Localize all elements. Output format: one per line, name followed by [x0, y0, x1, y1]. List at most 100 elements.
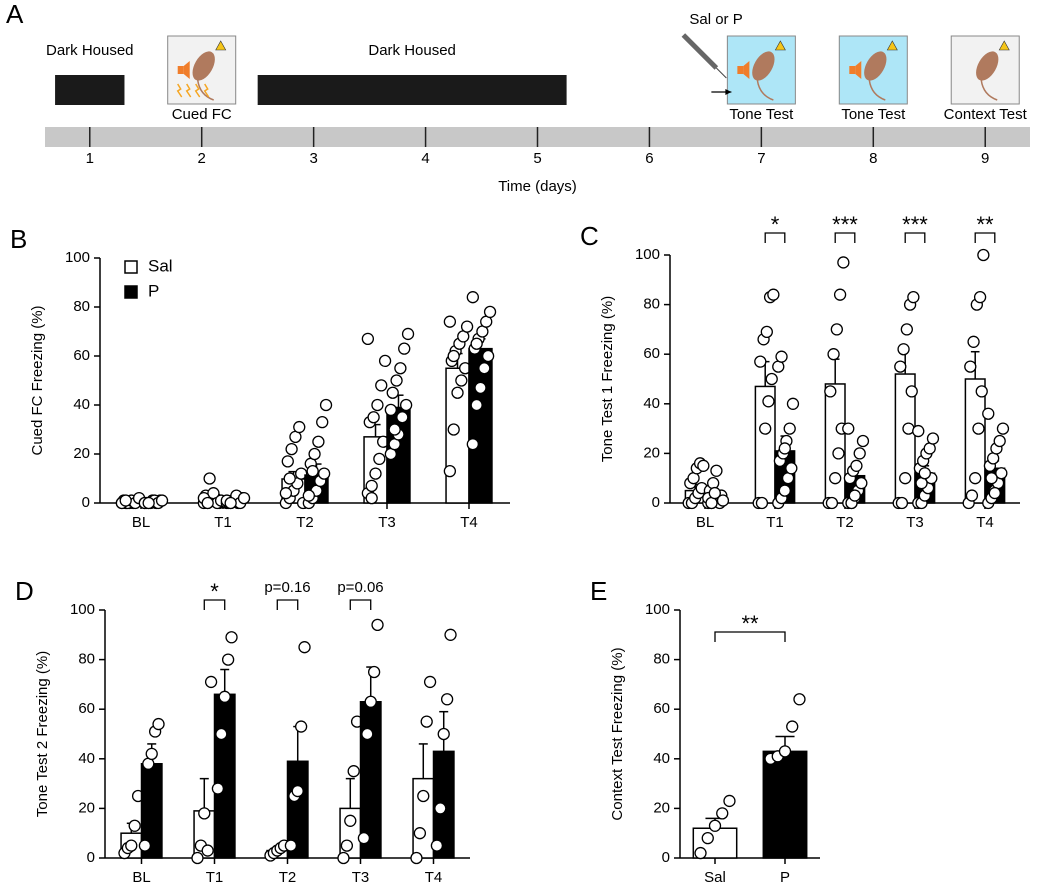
- data-point: [365, 479, 378, 493]
- data-point: [384, 403, 397, 417]
- data-point: [279, 487, 293, 500]
- data-point: [895, 496, 909, 510]
- event-label: Tone Test: [841, 106, 906, 123]
- data-point: [848, 489, 861, 502]
- data-point: [437, 727, 450, 741]
- x-tick-label: T2: [836, 514, 854, 531]
- data-point: [783, 422, 796, 435]
- data-point: [237, 491, 251, 505]
- data-point: [985, 472, 998, 485]
- data-point: [993, 434, 1006, 448]
- y-tick-label: 0: [652, 494, 660, 511]
- y-tick-label: 40: [78, 750, 95, 767]
- data-point: [907, 291, 920, 304]
- data-point: [830, 323, 843, 336]
- data-point: [371, 618, 384, 632]
- panel-letter: A: [6, 0, 24, 29]
- data-point: [723, 794, 736, 808]
- y-tick-label: 60: [653, 700, 670, 717]
- data-point: [295, 467, 308, 480]
- significance-bracket: [203, 599, 226, 610]
- data-point: [155, 494, 169, 507]
- data-point: [708, 486, 721, 500]
- timeline-tick-label: 3: [309, 150, 317, 167]
- bar: [213, 693, 236, 859]
- data-point: [470, 398, 483, 412]
- y-tick-label: 60: [73, 347, 90, 364]
- shock-bolt: [194, 83, 201, 98]
- data-point: [827, 348, 840, 361]
- mouse-tail: [868, 79, 886, 101]
- timeline-tick-label: 8: [869, 150, 877, 167]
- data-point: [694, 846, 707, 860]
- data-point: [926, 432, 940, 445]
- y-tick-label: 80: [73, 298, 90, 315]
- y-tick-label: 100: [645, 601, 670, 618]
- data-point: [894, 360, 907, 373]
- data-point: [483, 305, 497, 319]
- data-point: [824, 385, 837, 398]
- significance-bracket: [834, 232, 856, 243]
- data-point: [918, 467, 931, 480]
- data-point: [759, 422, 772, 435]
- speaker-cone: [855, 61, 862, 79]
- mouse-body: [976, 51, 999, 81]
- data-point: [413, 827, 427, 840]
- data-point: [283, 472, 296, 485]
- legend-swatch: [124, 285, 138, 299]
- data-point: [996, 422, 1010, 435]
- data-point: [119, 494, 132, 507]
- mouse-body: [192, 51, 215, 81]
- data-point: [825, 496, 839, 510]
- x-tick-label: T4: [460, 514, 478, 531]
- data-point: [364, 695, 377, 708]
- data-point: [344, 814, 357, 827]
- significance-bracket: [276, 599, 299, 610]
- data-point: [410, 851, 423, 865]
- timeline-tick-label: 1: [86, 150, 94, 167]
- injection-arrowhead: [725, 89, 732, 95]
- data-point: [786, 397, 800, 410]
- data-point: [443, 315, 457, 328]
- data-point: [899, 472, 912, 485]
- data-point: [373, 452, 386, 466]
- mouse-tail: [756, 79, 774, 101]
- data-point: [302, 489, 315, 502]
- data-point: [417, 789, 430, 803]
- timeline-tick-label: 9: [981, 150, 989, 167]
- data-point: [778, 745, 792, 758]
- panel-letter: D: [15, 576, 34, 606]
- data-point: [716, 494, 730, 507]
- data-point: [767, 288, 780, 301]
- data-point: [423, 675, 437, 689]
- data-point: [367, 411, 380, 424]
- mouse-body: [752, 51, 775, 81]
- x-tick-label: BL: [132, 514, 150, 531]
- data-point: [125, 839, 138, 852]
- data-point: [710, 464, 723, 477]
- significance-bracket: [764, 232, 786, 243]
- data-point: [701, 832, 714, 845]
- data-point: [398, 342, 411, 355]
- y-axis-label: Tone Test 1 Freezing (%): [599, 296, 616, 462]
- y-tick-label: 0: [82, 494, 90, 511]
- data-point: [443, 464, 457, 478]
- data-point: [760, 325, 773, 339]
- data-point: [284, 839, 298, 852]
- data-point: [394, 362, 407, 375]
- data-point: [361, 332, 375, 346]
- y-tick-label: 0: [662, 849, 670, 866]
- data-point: [697, 459, 710, 472]
- data-point: [378, 354, 392, 368]
- significance-label: **: [741, 611, 759, 636]
- bar: [762, 750, 808, 859]
- data-point: [755, 496, 769, 510]
- data-point: [399, 398, 413, 412]
- data-point: [306, 464, 319, 478]
- data-point: [765, 372, 778, 386]
- data-point: [460, 320, 474, 333]
- shock-bolt: [185, 83, 192, 98]
- data-point: [388, 423, 401, 436]
- timeline-tick-label: 2: [198, 150, 206, 167]
- data-point: [204, 675, 218, 689]
